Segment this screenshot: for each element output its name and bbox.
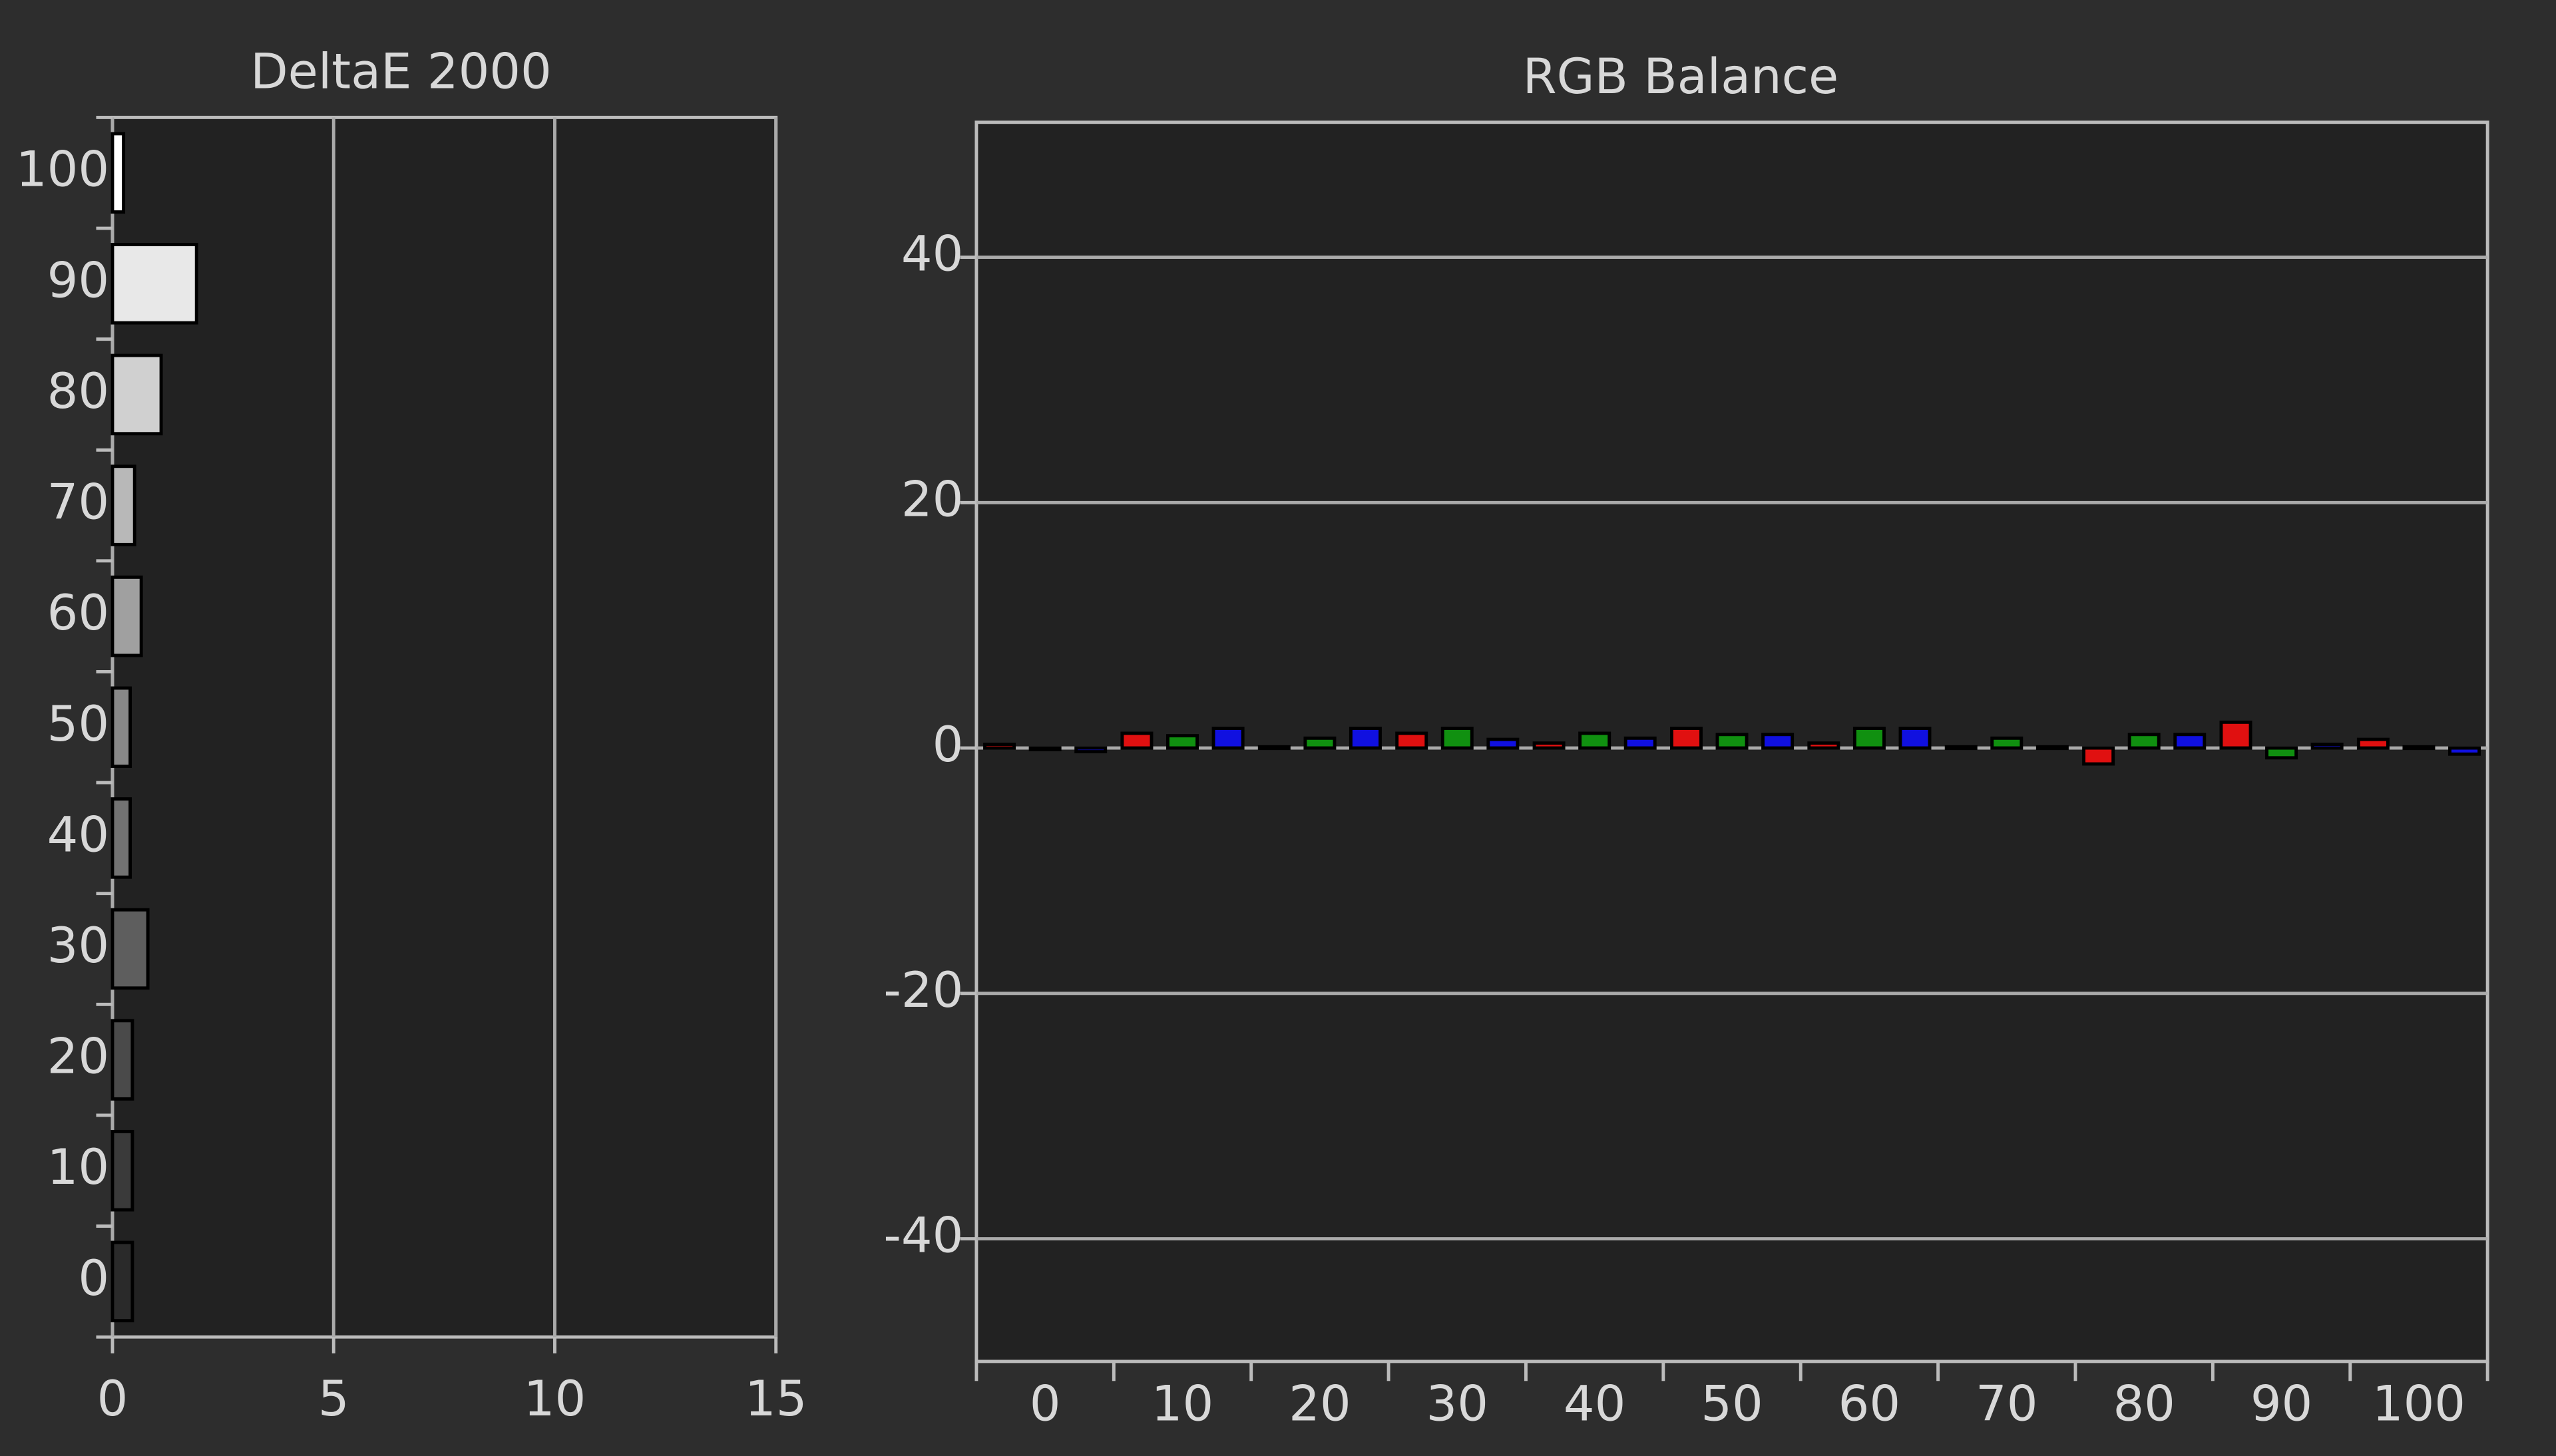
y-tick-label: -40: [883, 1208, 963, 1264]
y-tick-label: 20: [901, 471, 963, 528]
bar: [110, 686, 132, 769]
bar: [2219, 720, 2252, 750]
y-tick-label: 60: [47, 585, 109, 641]
bar: [2082, 746, 2115, 766]
y-tick-label: 80: [47, 363, 109, 420]
bar: [1715, 733, 1749, 750]
x-tick-label: 40: [1564, 1375, 1625, 1432]
bar: [1440, 727, 1474, 750]
x-tick-label: 15: [745, 1371, 807, 1427]
bar: [1257, 745, 1291, 751]
bar: [2173, 733, 2207, 750]
y-tick-label: -20: [883, 962, 963, 1019]
bar: [983, 743, 1016, 750]
bar: [1486, 737, 1520, 750]
bar: [2310, 743, 2344, 750]
bar: [110, 464, 136, 546]
x-tick-label: 30: [1426, 1375, 1488, 1432]
bar: [110, 1019, 134, 1101]
bar: [2265, 746, 2298, 760]
bar: [110, 797, 132, 879]
bar: [110, 908, 150, 990]
bar: [1166, 734, 1199, 750]
x-tick-label: 100: [2372, 1375, 2465, 1432]
plot-area: [110, 115, 778, 1339]
bar: [110, 132, 126, 214]
x-tick-label: 20: [1289, 1375, 1351, 1432]
y-tick-label: 0: [933, 717, 964, 773]
bar: [110, 1240, 134, 1323]
bar: [1578, 731, 1611, 750]
y-tick-label: 10: [47, 1139, 109, 1196]
bar: [1349, 727, 1382, 750]
y-tick-label: 70: [47, 474, 109, 531]
bar: [1120, 731, 1154, 750]
bar: [1395, 731, 1428, 750]
bar: [1028, 746, 1062, 751]
bar: [1211, 727, 1245, 750]
x-tick-label: 0: [97, 1371, 128, 1427]
x-tick-label: 10: [1152, 1375, 1213, 1432]
bar: [110, 243, 198, 325]
x-tick-label: 90: [2250, 1375, 2312, 1432]
y-tick-label: 40: [47, 807, 109, 863]
x-tick-label: 60: [1838, 1375, 1900, 1432]
bar: [2127, 733, 2161, 750]
y-tick-label: 50: [47, 696, 109, 753]
x-tick-label: 5: [318, 1371, 349, 1427]
y-tick-label: 30: [47, 918, 109, 974]
bar: [1807, 741, 1840, 750]
bar: [110, 353, 163, 436]
bar: [1990, 736, 2024, 750]
x-tick-label: 80: [2113, 1375, 2175, 1432]
bar: [1074, 746, 1108, 754]
bar: [2402, 745, 2436, 751]
bar: [110, 575, 143, 657]
bar: [2448, 746, 2481, 756]
bar: [2035, 745, 2069, 751]
bar: [1944, 745, 1978, 751]
y-tick-label: 90: [47, 252, 109, 309]
x-tick-label: 10: [524, 1371, 586, 1427]
bar: [1623, 736, 1657, 750]
y-tick-label: 20: [47, 1029, 109, 1085]
bar: [2356, 737, 2390, 750]
bar: [1669, 727, 1703, 750]
y-tick-label: 40: [901, 226, 963, 283]
bar: [1898, 727, 1932, 750]
bar: [1761, 733, 1795, 750]
bar: [1303, 736, 1337, 750]
y-tick-label: 0: [78, 1250, 109, 1307]
x-tick-label: 70: [1976, 1375, 2037, 1432]
x-tick-label: 0: [1030, 1375, 1061, 1432]
x-tick-label: 50: [1701, 1375, 1763, 1432]
bar: [1532, 741, 1566, 750]
chart-title: RGB Balance: [1523, 49, 1839, 105]
bar: [110, 1129, 134, 1212]
chart-title: DeltaE 2000: [250, 44, 552, 100]
bar: [1852, 727, 1886, 750]
y-tick-label: 100: [16, 142, 109, 198]
